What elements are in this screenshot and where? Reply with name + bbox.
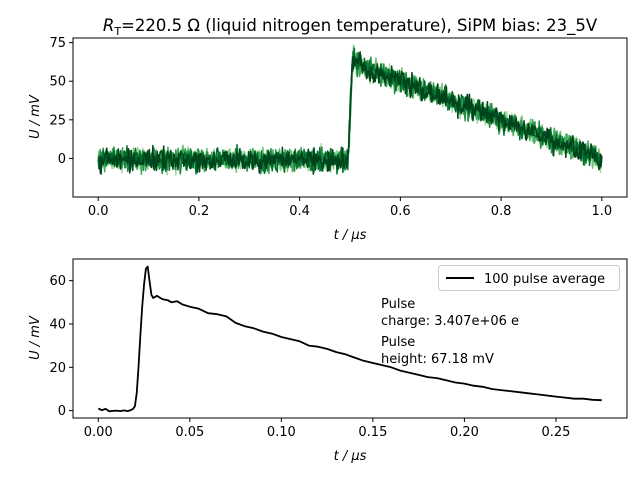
title-text: =220.5 Ω (liquid nitrogen temperature), … <box>121 16 598 36</box>
top-plot-x-label: t / µs <box>334 228 367 243</box>
legend-label: 100 pulse average <box>484 272 605 287</box>
bottom-plot-x-label: t / µs <box>334 449 367 464</box>
legend: 100 pulse average <box>438 265 620 291</box>
top-plot: RT=220.5 Ω (liquid nitrogen temperature)… <box>28 16 628 243</box>
top-plot-x-tick-label: 0.6 <box>390 204 411 219</box>
bottom-plot-y-tick-label: 0 <box>58 404 66 419</box>
bottom-plot-traces <box>97 265 602 413</box>
bottom-plot-y-ticks: 0 20 40 60 <box>49 274 73 419</box>
top-plot-x-tick-label: 1.0 <box>591 204 612 219</box>
top-plot-y-tick-label: 50 <box>49 75 66 90</box>
bottom-plot-x-tick-label: 0.25 <box>541 425 570 440</box>
title-symbol: R <box>103 16 114 35</box>
top-plot-y-tick-label: 0 <box>58 152 66 167</box>
annotation-height-title: Pulse <box>381 335 415 350</box>
top-plot-title: RT=220.5 Ω (liquid nitrogen temperature)… <box>103 16 598 38</box>
top-plot-traces <box>97 44 603 176</box>
average-pulse-line <box>97 265 602 413</box>
bottom-plot-y-label: U / mV <box>28 315 43 360</box>
bottom-plot-y-tick-label: 20 <box>49 361 66 376</box>
top-plot-y-ticks: 0 25 50 75 <box>49 36 73 167</box>
title-subscript: T <box>113 25 121 38</box>
legend-box <box>438 265 620 291</box>
top-plot-x-tick-label: 0.4 <box>289 204 310 219</box>
top-plot-y-tick-label: 25 <box>49 113 66 128</box>
bottom-plot-x-tick-label: 0.20 <box>450 425 479 440</box>
top-plot-x-tick-label: 0.8 <box>491 204 512 219</box>
bottom-plot-x-tick-label: 0.05 <box>175 425 204 440</box>
bottom-plot-x-tick-label: 0.00 <box>84 425 113 440</box>
top-plot-y-label: U / mV <box>28 94 43 139</box>
top-plot-x-tick-label: 0.0 <box>88 204 109 219</box>
bottom-plot-x-ticks: 0.00 0.05 0.10 0.15 0.20 0.25 <box>84 418 570 440</box>
top-plot-x-ticks: 0.0 0.2 0.4 0.6 0.8 1.0 <box>88 197 612 219</box>
top-plot-y-tick-label: 75 <box>49 36 66 51</box>
top-plot-x-tick-label: 0.2 <box>189 204 210 219</box>
annotation-charge-title: Pulse <box>381 297 415 312</box>
top-plot-frame <box>72 37 628 198</box>
bottom-plot-x-tick-label: 0.10 <box>267 425 296 440</box>
bottom-plot-x-tick-label: 0.15 <box>358 425 387 440</box>
annotation-height-value: height: 67.18 mV <box>381 352 494 367</box>
bottom-plot-frame <box>72 258 628 419</box>
annotation-charge-value: charge: 3.407e+06 e <box>381 314 519 329</box>
trace-line-6 <box>97 51 603 175</box>
bottom-plot-y-tick-label: 40 <box>49 317 66 332</box>
bottom-plot-y-tick-label: 60 <box>49 274 66 289</box>
